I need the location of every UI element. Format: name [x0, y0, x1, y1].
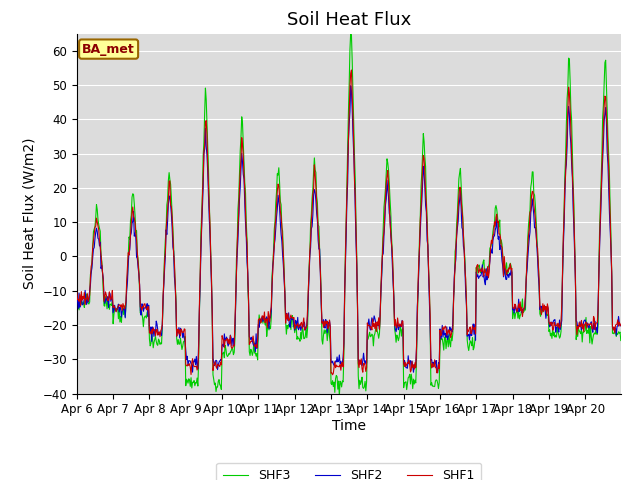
- Line: SHF1: SHF1: [77, 70, 621, 375]
- Legend: SHF3, SHF2, SHF1: SHF3, SHF2, SHF1: [216, 463, 481, 480]
- Line: SHF2: SHF2: [77, 86, 621, 373]
- X-axis label: Time: Time: [332, 419, 366, 433]
- Text: BA_met: BA_met: [82, 43, 135, 56]
- Line: SHF3: SHF3: [77, 33, 621, 396]
- Title: Soil Heat Flux: Soil Heat Flux: [287, 11, 411, 29]
- Y-axis label: Soil Heat Flux (W/m2): Soil Heat Flux (W/m2): [23, 138, 36, 289]
